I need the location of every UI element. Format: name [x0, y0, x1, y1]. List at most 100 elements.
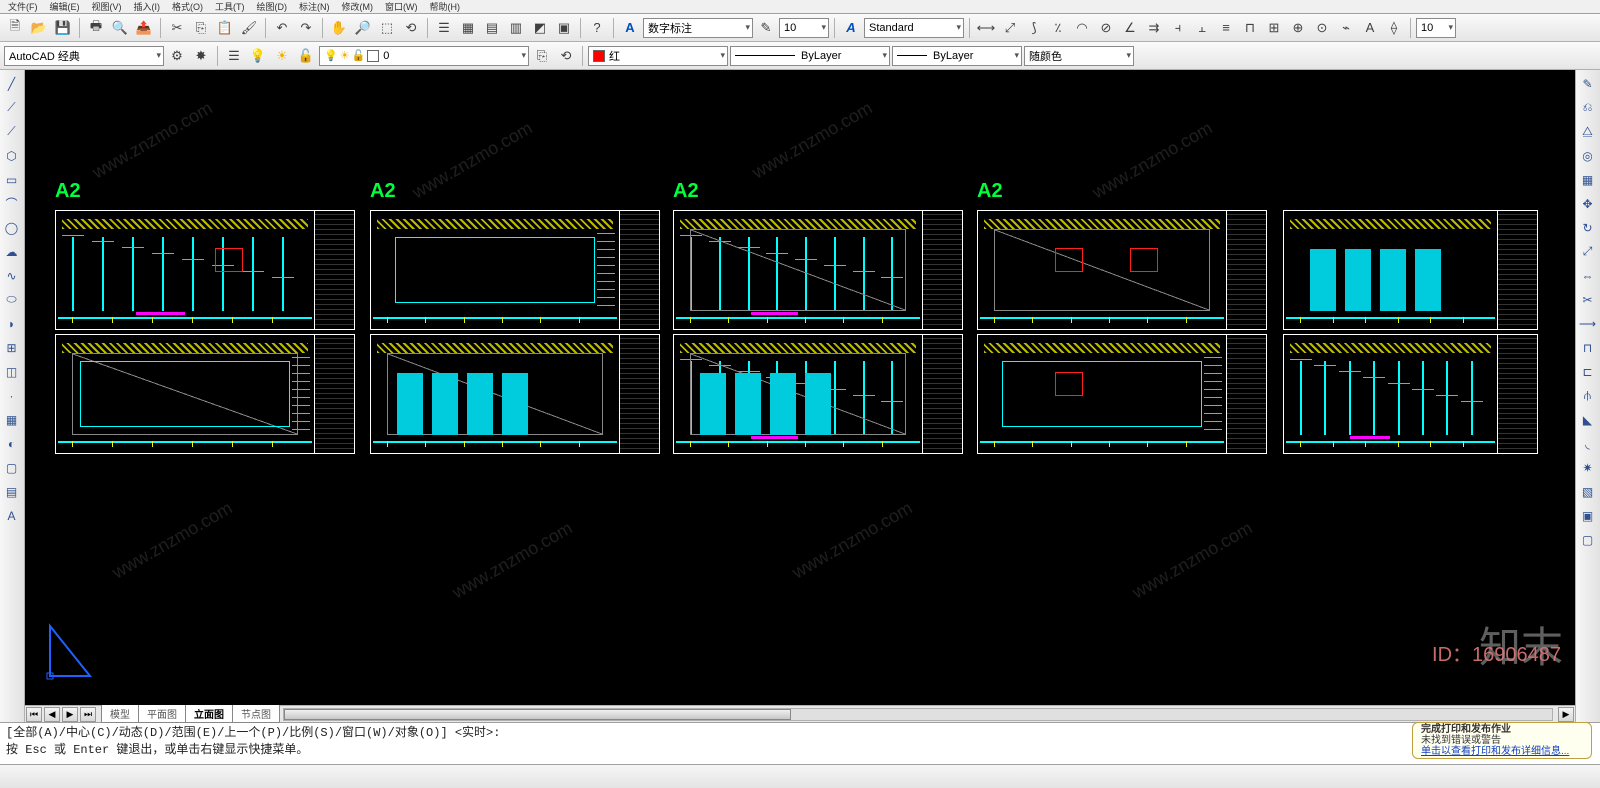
- chamfer-icon[interactable]: ◣: [1576, 408, 1599, 431]
- menu-window[interactable]: 窗口(W): [385, 0, 418, 13]
- textstyle-icon[interactable]: A: [840, 17, 862, 39]
- construction-line-icon[interactable]: ⟋: [0, 96, 23, 119]
- point-icon[interactable]: ·: [0, 384, 23, 407]
- line-icon[interactable]: ╱: [0, 72, 23, 95]
- layer-freeze-icon[interactable]: ☀: [271, 45, 293, 67]
- insert-block-icon[interactable]: ⊞: [0, 336, 23, 359]
- plot-complete-balloon[interactable]: 完成打印和发布作业 未找到错误或警告 单击以查看打印和发布详细信息...: [1412, 722, 1592, 759]
- layout-tab-3[interactable]: 节点图: [232, 705, 280, 723]
- ellipse-arc-icon[interactable]: ◗: [0, 312, 23, 335]
- dimscale-select[interactable]: 10: [779, 18, 829, 38]
- menu-tools[interactable]: 工具(T): [215, 0, 245, 13]
- ellipse-icon[interactable]: ⬭: [0, 288, 23, 311]
- design-center-icon[interactable]: ▦: [457, 17, 479, 39]
- tolerance-icon[interactable]: ⊞: [1263, 17, 1285, 39]
- cut-icon[interactable]: ✂: [166, 17, 188, 39]
- gradient-icon[interactable]: ◐: [0, 432, 23, 455]
- tab-next-icon[interactable]: ▶: [62, 707, 78, 722]
- color-select[interactable]: 红: [588, 46, 728, 66]
- dim-tedit-icon[interactable]: ⟠: [1383, 17, 1405, 39]
- layer-lock-icon[interactable]: 🔓: [295, 45, 317, 67]
- mtext-icon[interactable]: A: [0, 504, 23, 527]
- workspace-save-icon[interactable]: ✸: [190, 45, 212, 67]
- save-icon[interactable]: 💾: [52, 17, 74, 39]
- menu-view[interactable]: 视图(V): [92, 0, 122, 13]
- new-icon[interactable]: 🗎: [4, 17, 26, 39]
- publish-icon[interactable]: 📤: [133, 17, 155, 39]
- dim-continue-icon[interactable]: ⫠: [1191, 17, 1213, 39]
- fillet-icon[interactable]: ◟: [1576, 432, 1599, 455]
- zoom-icon[interactable]: 🔎: [352, 17, 374, 39]
- layer-select[interactable]: 💡☀🔓 0: [319, 46, 529, 66]
- rectangle-icon[interactable]: ▭: [0, 168, 23, 191]
- dim-break-icon[interactable]: ⊓: [1239, 17, 1261, 39]
- match-icon[interactable]: 🖌: [238, 17, 260, 39]
- drawing-canvas[interactable]: www.znzmo.com www.znzmo.com www.znzmo.co…: [25, 70, 1575, 705]
- open-icon[interactable]: 📂: [28, 17, 50, 39]
- workspace-settings-icon[interactable]: ⚙: [166, 45, 188, 67]
- hscroll-thumb[interactable]: [284, 709, 791, 720]
- print-icon[interactable]: 🖶: [85, 17, 107, 39]
- command-line[interactable]: [全部(A)/中心(C)/动态(D)/范围(E)/上一个(P)/比例(S)/窗口…: [0, 722, 1600, 764]
- scale-icon[interactable]: ⤢: [1576, 240, 1599, 263]
- hscroll-track[interactable]: [283, 708, 1553, 721]
- dim-aligned-icon[interactable]: ⤢: [999, 17, 1021, 39]
- draworder-icon[interactable]: ▧: [1576, 480, 1599, 503]
- plotstyle-select[interactable]: 随颜色: [1024, 46, 1134, 66]
- menu-modify[interactable]: 修改(M): [342, 0, 374, 13]
- region-icon[interactable]: ▢: [0, 456, 23, 479]
- dim-radius-icon[interactable]: ◠: [1071, 17, 1093, 39]
- help-icon[interactable]: ?: [586, 17, 608, 39]
- circle-icon[interactable]: ◯: [0, 216, 23, 239]
- menu-draw[interactable]: 绘图(D): [257, 0, 288, 13]
- dim-linear-icon[interactable]: ⟷: [975, 17, 997, 39]
- arc-icon[interactable]: ⌒: [0, 192, 23, 215]
- hatch-icon[interactable]: ▦: [0, 408, 23, 431]
- markup-icon[interactable]: ◩: [529, 17, 551, 39]
- mirror-icon[interactable]: ⧋: [1576, 120, 1599, 143]
- inspect-icon[interactable]: ⊙: [1311, 17, 1333, 39]
- table-icon[interactable]: ▤: [0, 480, 23, 503]
- tab-last-icon[interactable]: ⏭: [80, 707, 96, 722]
- dim-ordinate-icon[interactable]: ٪: [1047, 17, 1069, 39]
- move-icon[interactable]: ✥: [1576, 192, 1599, 215]
- dim-quick-icon[interactable]: ⇉: [1143, 17, 1165, 39]
- vp2-icon[interactable]: ▢: [1576, 528, 1599, 551]
- copy-icon[interactable]: ⎘: [190, 17, 212, 39]
- dim-angular-icon[interactable]: ∠: [1119, 17, 1141, 39]
- trim-icon[interactable]: ✂: [1576, 288, 1599, 311]
- zoom-prev-icon[interactable]: ⟲: [400, 17, 422, 39]
- tab-prev-icon[interactable]: ◀: [44, 707, 60, 722]
- balloon-link[interactable]: 单击以查看打印和发布详细信息...: [1421, 746, 1583, 757]
- explode-icon[interactable]: ✷: [1576, 456, 1599, 479]
- workspace-select[interactable]: AutoCAD 经典: [4, 46, 164, 66]
- extend-icon[interactable]: ⟶: [1576, 312, 1599, 335]
- undo-icon[interactable]: ↶: [271, 17, 293, 39]
- break-point-icon[interactable]: ⊓: [1576, 336, 1599, 359]
- calc-icon[interactable]: ▣: [553, 17, 575, 39]
- textheight-select[interactable]: 10: [1416, 18, 1456, 38]
- center-mark-icon[interactable]: ⊕: [1287, 17, 1309, 39]
- offset-icon[interactable]: ◎: [1576, 144, 1599, 167]
- dim-baseline-icon[interactable]: ⫞: [1167, 17, 1189, 39]
- menu-edit[interactable]: 编辑(E): [50, 0, 80, 13]
- sheet-set-icon[interactable]: ▥: [505, 17, 527, 39]
- dim-edit-icon[interactable]: A: [1359, 17, 1381, 39]
- rotate-icon[interactable]: ↻: [1576, 216, 1599, 239]
- layers-manager-icon[interactable]: ☰: [223, 45, 245, 67]
- dim-diameter-icon[interactable]: ⊘: [1095, 17, 1117, 39]
- menu-file[interactable]: 文件(F): [8, 0, 38, 13]
- layout-tab-0[interactable]: 模型: [101, 705, 139, 723]
- textstyle-select[interactable]: Standard: [864, 18, 964, 38]
- polygon-icon[interactable]: ⬡: [0, 144, 23, 167]
- lineweight-select[interactable]: ByLayer: [892, 46, 1022, 66]
- layer-on-icon[interactable]: 💡: [247, 45, 269, 67]
- dim-space-icon[interactable]: ≡: [1215, 17, 1237, 39]
- dim-update-icon[interactable]: ✎: [755, 17, 777, 39]
- stretch-icon[interactable]: ⇔: [1576, 264, 1599, 287]
- zoom-window-icon[interactable]: ⬚: [376, 17, 398, 39]
- dim-arc-icon[interactable]: ⟆: [1023, 17, 1045, 39]
- paste-icon[interactable]: 📋: [214, 17, 236, 39]
- jog-icon[interactable]: ⌁: [1335, 17, 1357, 39]
- layer-prev-icon[interactable]: ⟲: [555, 45, 577, 67]
